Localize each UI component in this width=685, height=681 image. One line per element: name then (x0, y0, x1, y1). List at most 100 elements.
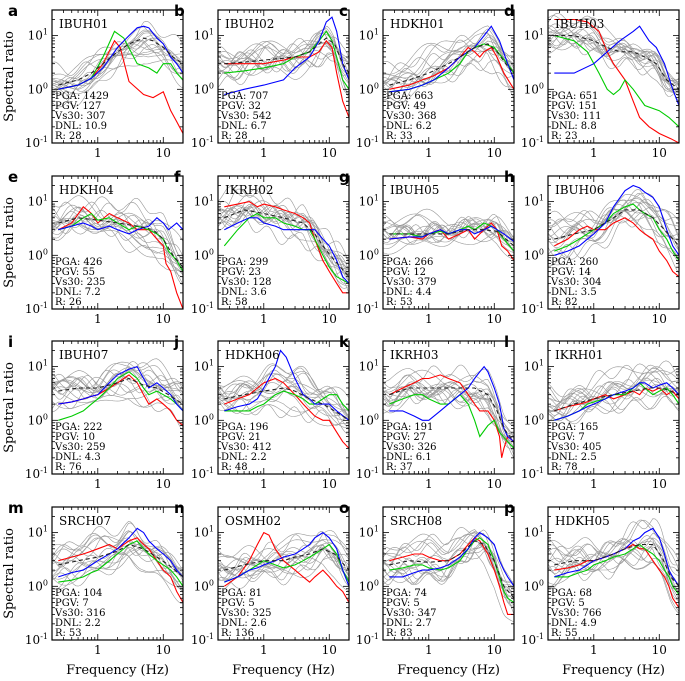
series-green (224, 30, 349, 90)
y-tick-label: 10-1 (356, 135, 379, 150)
param-dnl: DNL: 2.6 (221, 618, 267, 629)
y-axis-labels: Spectral ratio Spectral ratio Spectral rat… (2, 31, 17, 619)
series-red (554, 543, 679, 609)
panel-letter: a (8, 2, 18, 20)
reference-curve (52, 383, 183, 427)
param-vs30: Vs30: 307 (54, 111, 106, 122)
series-green (58, 212, 183, 272)
x-tick-label: 1 (260, 312, 268, 326)
reference-curve (383, 551, 514, 623)
x-tick-label: 1 (425, 477, 433, 491)
y-tick-label: 10-1 (25, 301, 48, 316)
series-blue (58, 527, 183, 578)
param-vs30: Vs30: 766 (550, 608, 602, 619)
reference-curve (548, 30, 679, 97)
station-label: IBUH01 (59, 17, 108, 31)
series-green (224, 390, 349, 412)
plot-area (218, 530, 349, 603)
param-dnl: DNL: 4.9 (551, 618, 597, 629)
reference-curve (52, 369, 183, 392)
reference-curve (548, 34, 679, 92)
x-tick-label: 1 (260, 643, 268, 657)
y-tick-label: 10-1 (191, 632, 214, 647)
x-tick-label: 1 (590, 146, 598, 160)
station-label: HDKH04 (59, 183, 114, 197)
series-mean (224, 548, 349, 571)
reference-curve (383, 538, 514, 601)
x-tick-label: 1 (260, 477, 268, 491)
reference-curve (548, 189, 679, 240)
reference-curve (383, 208, 514, 242)
y-tick-label: 101 (359, 359, 379, 374)
reference-curve (218, 42, 349, 76)
plot-area (548, 12, 679, 143)
param-dnl: DNL: 3.6 (221, 287, 267, 298)
reference-curve (218, 544, 349, 582)
reference-curve (218, 385, 349, 420)
param-pgv: PGV: 10 (55, 432, 95, 443)
x-tick-label: 10 (652, 312, 667, 326)
param-dnl: DNL: 4.3 (55, 452, 101, 463)
y-tick-label: 100 (28, 247, 48, 262)
param-pgv: PGV: 5 (386, 598, 420, 609)
param-vs30: Vs30: 259 (54, 442, 106, 453)
param-pgv: PGV: 127 (55, 101, 101, 112)
y-tick-label: 100 (359, 578, 379, 593)
param-r: R: 78 (551, 462, 578, 473)
y-tick-label: 100 (524, 412, 544, 427)
station-label: HDKH01 (390, 17, 445, 31)
reference-curve (218, 204, 349, 279)
panel-letter: b (174, 2, 185, 20)
reference-curve (52, 546, 183, 592)
reference-curve (52, 377, 183, 403)
plot-area (52, 195, 183, 309)
reference-curve (548, 17, 679, 86)
reference-curve (52, 543, 183, 591)
reference-curve (548, 387, 679, 422)
param-pga: PGA: 426 (55, 257, 102, 268)
y-tick-label: 100 (524, 578, 544, 593)
reference-curve (548, 366, 679, 405)
param-pga: PGA: 191 (386, 422, 433, 433)
y-axis-label: Spectral ratio (2, 528, 17, 619)
series-green (223, 212, 349, 284)
reference-curve (548, 537, 679, 584)
param-r: R: 37 (386, 462, 413, 473)
param-pgv: PGV: 49 (386, 101, 426, 112)
reference-curve (52, 59, 183, 95)
param-r: R: 55 (551, 628, 578, 639)
station-label: OSMH02 (225, 514, 281, 528)
y-tick-label: 101 (524, 359, 544, 374)
reference-curve (383, 28, 514, 72)
plot-area (218, 16, 349, 118)
param-r: R: 136 (221, 628, 254, 639)
x-tick-label: 10 (156, 477, 171, 491)
param-r: R: 23 (551, 131, 578, 142)
station-label: IKRH01 (555, 348, 603, 362)
station-label: HDKH05 (555, 514, 610, 528)
series-red (224, 39, 349, 118)
reference-curve (218, 45, 349, 76)
x-tick-label: 1 (590, 643, 598, 657)
reference-curve (548, 546, 679, 589)
param-dnl: DNL: 7.2 (55, 287, 101, 298)
reference-curve (218, 186, 349, 262)
plot-area (548, 360, 679, 425)
series-blue (224, 349, 349, 421)
series-blue (554, 382, 679, 421)
reference-curve (218, 530, 349, 562)
param-r: R: 58 (221, 297, 248, 308)
reference-curve (218, 380, 349, 416)
x-tick-label: 10 (487, 477, 502, 491)
reference-curve (52, 373, 183, 394)
plot-area (548, 184, 679, 278)
series-red (389, 46, 514, 90)
reference-curve (52, 222, 183, 272)
series-mean (224, 387, 349, 421)
x-tick-label: 1 (425, 146, 433, 160)
reference-curve (52, 198, 183, 260)
